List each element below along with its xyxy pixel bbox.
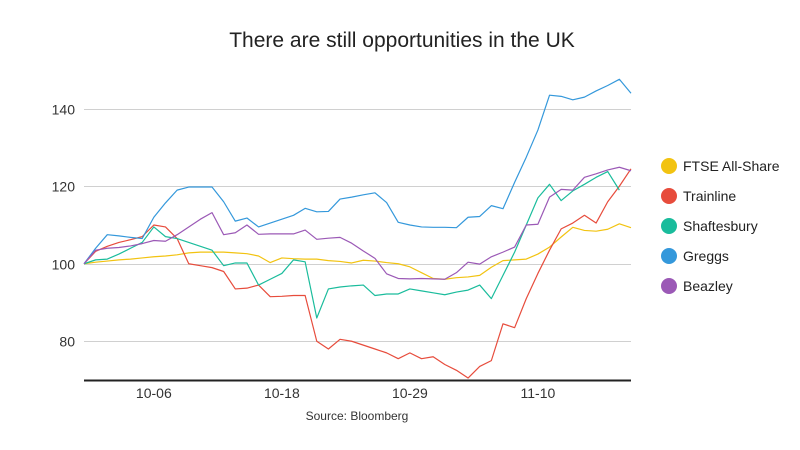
legend-label-ftse-all-share: FTSE All-Share <box>683 158 780 174</box>
y-tick-label: 140 <box>52 102 76 118</box>
series-line-shaftesbury <box>83 170 620 319</box>
chart-source: Source: Bloomberg <box>306 409 409 423</box>
y-tick-label: 120 <box>52 179 76 195</box>
legend-swatch-greggs <box>661 248 677 264</box>
series-lines <box>83 78 632 379</box>
legend-label-greggs: Greggs <box>683 248 729 264</box>
gridlines <box>84 109 631 342</box>
legend: FTSE All-Share Trainline Shaftesbury Greggs… <box>661 158 780 294</box>
series-line-ftse-all-share <box>83 223 632 280</box>
series-line-greggs <box>83 78 632 265</box>
series-line-trainline <box>83 168 632 379</box>
legend-label-trainline: Trainline <box>683 188 736 204</box>
x-tick-label: 10-06 <box>136 385 172 401</box>
x-tick-label: 10-29 <box>392 385 428 401</box>
legend-swatch-shaftesbury <box>661 218 677 234</box>
x-tick-label: 10-18 <box>264 385 300 401</box>
legend-label-beazley: Beazley <box>683 278 733 294</box>
legend-swatch-ftse-all-share <box>661 158 677 174</box>
chart-title: There are still opportunities in the UK <box>229 29 575 52</box>
y-tick-label: 80 <box>59 334 75 350</box>
x-tick-label: 11-10 <box>521 385 556 401</box>
x-axis-ticks: 10-06 10-18 10-29 11-10 <box>136 385 556 401</box>
legend-label-shaftesbury: Shaftesbury <box>683 218 758 234</box>
legend-swatch-trainline <box>661 188 677 204</box>
legend-swatch-beazley <box>661 278 677 294</box>
series-line-beazley <box>83 166 632 280</box>
y-tick-label: 100 <box>52 257 76 273</box>
y-axis-ticks: 80 100 120 140 <box>52 102 76 350</box>
